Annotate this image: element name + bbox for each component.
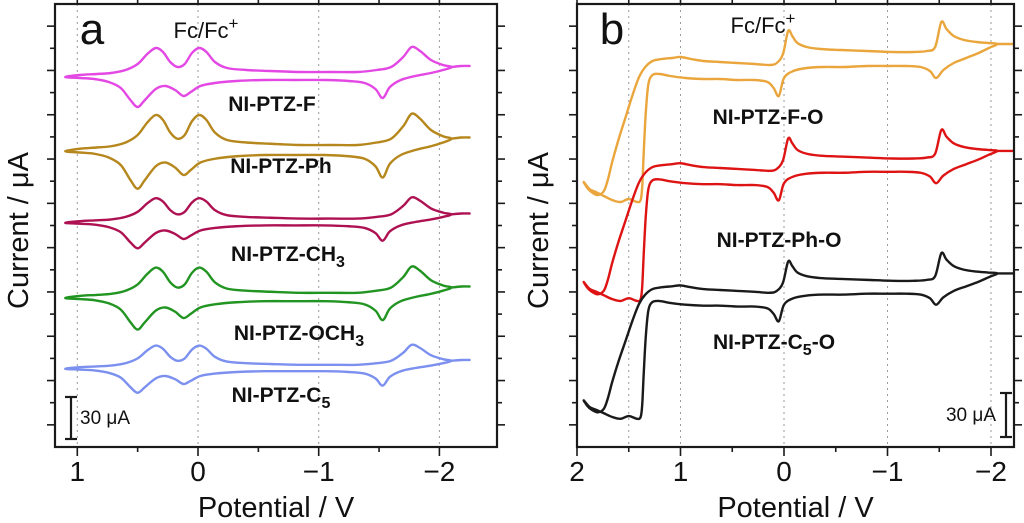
label-part: b: [600, 5, 624, 54]
x-tick-label: −2: [423, 456, 455, 487]
curve-ni-ptz-ch3: [64, 195, 471, 250]
current-scale-bar: [65, 395, 77, 441]
cv-tail: [450, 136, 471, 140]
label-part: Fc/Fc: [174, 18, 229, 43]
x-tick-label: 1: [673, 456, 689, 487]
curve-ni-ptz-c5-o: [582, 251, 1015, 421]
cv-tail: [450, 212, 471, 216]
reference-couple-label-b: Fc/Fc+: [731, 9, 796, 38]
y-axis-title: Current / μA: [523, 151, 555, 309]
curve-label-ni-ptz-c5: NI-PTZ-C5: [232, 384, 331, 412]
cv-loop: [64, 265, 453, 331]
label-part: NI-PTZ-F: [228, 93, 316, 116]
curve-ni-ptz-f-o: [582, 20, 1015, 204]
cv-loop: [64, 45, 453, 109]
x-tick-label: 1: [70, 456, 86, 487]
y-axis-title: Current / μA: [3, 151, 35, 309]
x-tick-label: 2: [569, 456, 585, 487]
current-scale-bar: [1000, 391, 1012, 439]
label-part: NI-PTZ-Ph: [230, 155, 331, 178]
x-tick-label: 0: [776, 456, 792, 487]
label-part: +: [229, 14, 239, 33]
label-part: Fc/Fc: [731, 13, 786, 38]
curve-label-ni-ptz-f-o: NI-PTZ-F-O: [713, 106, 824, 129]
label-part: NI-PTZ-CH: [231, 243, 336, 266]
x-tick-label: −2: [975, 456, 1007, 487]
label-part: NI-PTZ-C: [713, 331, 803, 354]
curve-ni-ptz-ph-o: [582, 128, 1015, 303]
curve-ni-ptz-ph: [64, 112, 471, 190]
panel-b: 2 1 0 −1 −2 Potential / V Current / μA b Fc/Fc+ N…: [523, 0, 1022, 523]
label-part: 3: [355, 333, 364, 350]
cv-loop: [64, 195, 453, 250]
label-part: +: [786, 9, 796, 28]
scale-bar-label: 30 μA: [80, 408, 130, 429]
x-axis-title: Potential / V: [198, 492, 355, 523]
panel-letter-b: b: [600, 5, 624, 54]
curve-label-ni-ptz-ph-o: NI-PTZ-Ph-O: [717, 229, 842, 252]
label-part: a: [80, 5, 105, 54]
cv-loop: [582, 251, 999, 421]
curve-label-ni-ptz-och3: NI-PTZ-OCH3: [234, 322, 364, 350]
curve-ni-ptz-och3: [64, 265, 471, 331]
curve-ni-ptz-f: [64, 45, 471, 109]
label-part: NI-PTZ-F-O: [713, 106, 824, 129]
cv-tail: [450, 64, 471, 69]
x-tick-label: −1: [303, 456, 335, 487]
label-part: 3: [336, 254, 345, 271]
label-part: -O: [812, 331, 835, 354]
curve-label-ni-ptz-c5-o: NI-PTZ-C5-O: [713, 331, 835, 359]
panel-letter-a: a: [80, 5, 105, 54]
x-tick-label: 0: [190, 456, 206, 487]
cv-loop: [582, 128, 999, 303]
label-part: 5: [803, 342, 812, 359]
label-part: 5: [321, 395, 330, 412]
label-part: NI-PTZ-Ph-O: [717, 229, 842, 252]
cv-loop: [582, 20, 999, 204]
curve-ni-ptz-c5: [64, 343, 471, 394]
cv-loop: [64, 343, 453, 394]
label-part: NI-PTZ-C: [232, 384, 322, 407]
panel-a: 1 0 −1 −2 Potential / V Current / μA a Fc/Fc+ NI…: [3, 0, 505, 523]
cv-tail: [450, 358, 471, 362]
cv-tail: [450, 285, 471, 289]
curve-label-ni-ptz-f: NI-PTZ-F: [228, 93, 316, 116]
reference-couple-label-a: Fc/Fc+: [174, 14, 239, 43]
label-part: NI-PTZ-OCH: [234, 322, 355, 345]
x-tick-label: −1: [872, 456, 904, 487]
x-axis-title: Potential / V: [717, 492, 874, 523]
curve-label-ni-ptz-ph: NI-PTZ-Ph: [230, 155, 331, 178]
curve-label-ni-ptz-ch3: NI-PTZ-CH3: [231, 243, 345, 271]
cv-loop: [64, 112, 453, 190]
scale-bar-label: 30 μA: [946, 405, 996, 426]
